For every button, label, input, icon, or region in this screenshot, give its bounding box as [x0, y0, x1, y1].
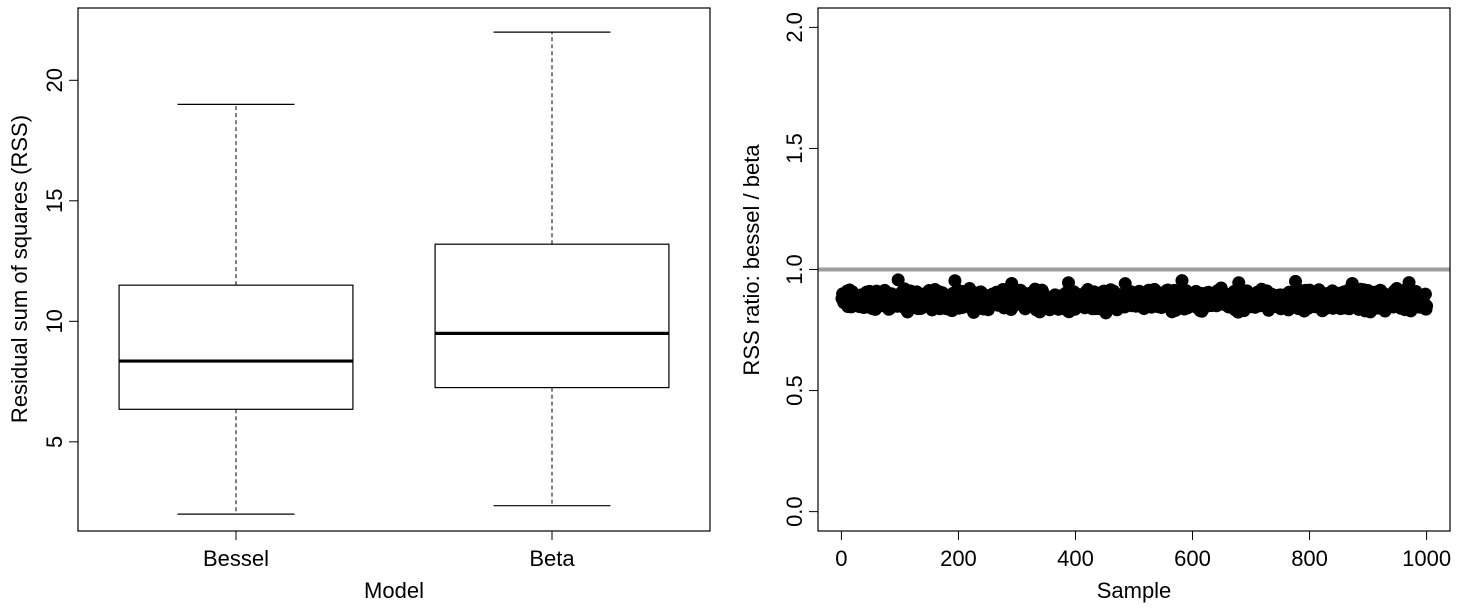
y-tick-label: 1.5: [782, 133, 807, 164]
y-tick-label: 1.0: [782, 254, 807, 285]
y-tick-label: 5: [42, 436, 67, 448]
box-bessel: [118, 103, 354, 515]
x-tick-label: 600: [1174, 546, 1211, 571]
y-tick-label: 0.0: [782, 496, 807, 527]
x-tick-label: 1000: [1402, 546, 1451, 571]
boxplot-x-axis: Bessel Beta: [203, 531, 575, 571]
data-point: [1418, 287, 1432, 301]
box-beta: [434, 31, 670, 507]
iqr-box: [434, 243, 670, 389]
y-tick-label: 0.5: [782, 375, 807, 406]
data-point: [1289, 274, 1303, 288]
x-tick-label: Beta: [529, 546, 575, 571]
scatter-x-axis-label: Sample: [1097, 578, 1172, 603]
boxplot-boxes: [118, 31, 670, 515]
x-tick-label: Bessel: [203, 546, 269, 571]
boxplot-y-axis-label: Residual sum of squares (RSS): [7, 115, 32, 423]
scatter-panel: 0.0 0.5 1.0 1.5 2.0 0 200 400 600 800 1000 Sample…: [739, 7, 1451, 603]
scatter-y-axis: 0.0 0.5 1.0 1.5 2.0: [782, 12, 819, 527]
boxplot-y-axis: 5 10 15 20: [42, 68, 79, 448]
boxplot-x-axis-label: Model: [364, 578, 424, 603]
data-point: [1175, 274, 1189, 288]
boxplot-panel: 5 10 15 20 Bessel Beta Model Residual sum of…: [7, 7, 711, 603]
data-point: [891, 273, 905, 287]
y-tick-label: 2.0: [782, 12, 807, 43]
x-tick-label: 200: [940, 546, 977, 571]
y-tick-label: 20: [42, 68, 67, 92]
y-tick-label: 15: [42, 189, 67, 213]
x-tick-label: 0: [835, 546, 847, 571]
x-tick-label: 800: [1291, 546, 1328, 571]
y-tick-label: 10: [42, 309, 67, 333]
iqr-box: [118, 284, 354, 410]
scatter-points: [835, 273, 1434, 320]
scatter-y-axis-label: RSS ratio: bessel / beta: [739, 144, 764, 376]
data-point: [1420, 299, 1434, 313]
scatter-x-axis: 0 200 400 600 800 1000: [835, 530, 1451, 571]
x-tick-label: 400: [1057, 546, 1094, 571]
